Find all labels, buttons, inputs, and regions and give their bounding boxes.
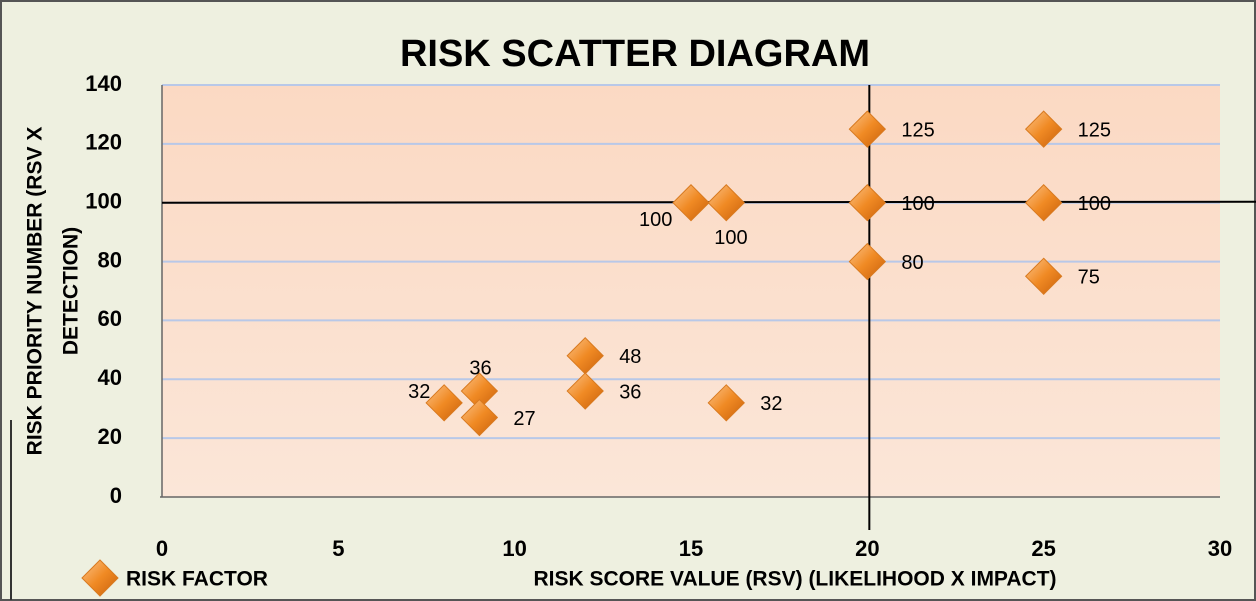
x-tick-label: 20 (855, 536, 879, 561)
x-tick-label: 10 (502, 536, 526, 561)
x-tick-label: 5 (332, 536, 344, 561)
scatter-point (1024, 257, 1063, 295)
y-axis-label: RISK PRIORITY NUMBER (RSV X DETECTION) (24, 127, 83, 456)
x-tick-label: 15 (679, 536, 703, 561)
x-tick-label: 30 (1208, 536, 1232, 561)
legend-marker (81, 559, 119, 597)
plot-area (162, 85, 1220, 497)
y-tick-label: 60 (98, 306, 122, 331)
frame-edge (10, 420, 12, 600)
y-tick-label: 140 (85, 71, 122, 96)
scatter-point (1024, 184, 1063, 222)
y-axis-label-line: RISK PRIORITY NUMBER (RSV X (24, 127, 47, 456)
data-label: 75 (1078, 267, 1100, 289)
y-tick-label: 40 (98, 365, 122, 390)
scatter-point (848, 184, 887, 222)
y-tick-label: 80 (98, 247, 122, 272)
scatter-point (848, 110, 887, 148)
y-tick-label: 120 (85, 130, 122, 155)
x-tick-label: 25 (1031, 536, 1055, 561)
data-label: 100 (1078, 193, 1111, 215)
data-label: 80 (901, 252, 923, 274)
legend-label: RISK FACTOR (126, 568, 268, 591)
scatter-point (1024, 110, 1063, 148)
scatter-point (707, 184, 745, 222)
data-label: 100 (714, 227, 747, 249)
scatter-point (707, 384, 745, 422)
data-label: 100 (639, 209, 672, 231)
scatter-point (566, 372, 604, 410)
data-label: 32 (760, 393, 782, 415)
data-label: 48 (619, 346, 641, 368)
y-tick-label: 100 (85, 189, 122, 214)
y-axis-label-line: DETECTION) (60, 227, 83, 355)
data-label: 125 (1078, 119, 1111, 141)
x-axis-label: RISK SCORE VALUE (RSV) (LIKELIHOOD X IMP… (533, 568, 1056, 591)
data-label: 32 (408, 381, 430, 403)
data-label: 36 (619, 381, 641, 403)
x-tick-label: 0 (156, 536, 168, 561)
y-tick-label: 0 (110, 483, 122, 508)
scatter-point (848, 242, 887, 281)
data-label: 27 (513, 408, 535, 430)
chart-title: RISK SCATTER DIAGRAM (400, 33, 870, 75)
scatter-point (425, 384, 463, 422)
y-tick-label: 20 (98, 424, 122, 449)
scatter-point (460, 398, 499, 437)
data-label: 36 (469, 357, 491, 379)
data-label: 100 (901, 193, 934, 215)
data-label: 125 (901, 119, 934, 141)
scatter-point (672, 184, 710, 222)
